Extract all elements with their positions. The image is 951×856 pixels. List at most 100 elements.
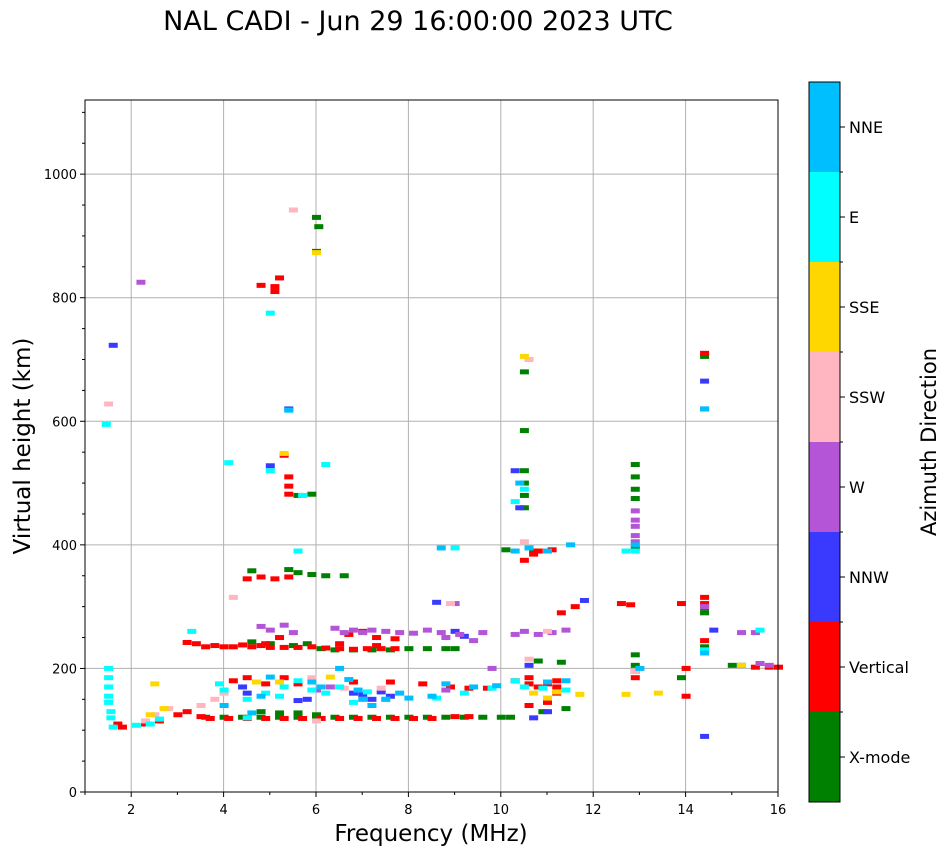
data-point xyxy=(270,576,280,582)
data-point xyxy=(653,690,663,696)
data-point xyxy=(358,630,368,636)
data-point xyxy=(529,715,539,721)
colorbar-segment xyxy=(809,172,840,262)
data-point xyxy=(441,681,451,687)
series-sse xyxy=(145,250,747,718)
data-point xyxy=(256,714,266,720)
data-point xyxy=(348,714,358,720)
data-point xyxy=(314,224,324,230)
data-point xyxy=(519,480,529,486)
y-tick-label: 800 xyxy=(52,292,77,307)
data-point xyxy=(256,623,266,629)
data-point xyxy=(293,714,303,720)
data-point xyxy=(247,710,257,716)
data-point xyxy=(376,646,386,652)
data-point xyxy=(275,275,285,281)
data-point xyxy=(635,665,645,671)
data-point xyxy=(561,687,571,693)
data-point xyxy=(298,715,308,721)
data-point xyxy=(630,542,640,548)
data-point xyxy=(242,675,252,681)
data-point xyxy=(265,310,275,316)
data-point xyxy=(261,641,271,647)
colorbar-label: X-mode xyxy=(849,748,910,767)
data-point xyxy=(251,679,261,685)
data-point xyxy=(307,491,317,497)
data-point xyxy=(409,715,419,721)
data-point xyxy=(547,547,557,553)
data-point xyxy=(501,547,511,553)
data-point xyxy=(519,628,529,634)
data-point xyxy=(487,665,497,671)
data-point xyxy=(293,678,303,684)
data-point xyxy=(750,630,760,636)
data-point xyxy=(450,646,460,652)
data-point xyxy=(228,594,238,600)
data-point xyxy=(538,685,548,691)
data-point xyxy=(445,684,455,690)
data-point xyxy=(335,665,345,671)
data-point xyxy=(630,539,640,545)
data-point xyxy=(570,604,580,610)
data-point xyxy=(404,695,414,701)
data-point xyxy=(385,679,395,685)
data-point xyxy=(404,646,414,652)
data-point xyxy=(524,675,534,681)
data-point xyxy=(298,492,308,498)
data-point xyxy=(524,357,534,362)
data-point xyxy=(519,539,529,545)
data-point xyxy=(478,630,488,636)
data-point xyxy=(316,715,326,721)
data-points xyxy=(101,207,783,739)
data-point xyxy=(307,675,317,681)
x-axis-ticks: 2 4 6 8 10 12 14 16 xyxy=(84,792,786,818)
data-point xyxy=(242,696,252,702)
data-point xyxy=(330,625,340,631)
data-point xyxy=(422,714,432,720)
data-point xyxy=(376,689,386,695)
data-point xyxy=(173,712,183,718)
data-point xyxy=(302,696,312,702)
data-point xyxy=(616,601,626,607)
data-point xyxy=(543,679,552,685)
colorbar-segment xyxy=(809,622,840,712)
series-nnw xyxy=(108,342,719,739)
data-point xyxy=(113,721,123,727)
data-point xyxy=(552,684,562,690)
data-point xyxy=(196,703,206,708)
x-tick-label: 14 xyxy=(677,803,694,818)
data-point xyxy=(101,421,111,427)
data-point xyxy=(288,643,298,649)
data-point xyxy=(543,695,552,701)
data-point xyxy=(293,710,303,716)
colorbar-label: W xyxy=(849,478,865,497)
data-point xyxy=(681,693,691,699)
data-point xyxy=(630,474,640,480)
data-point xyxy=(335,715,345,721)
data-point xyxy=(404,714,414,720)
data-point xyxy=(284,483,294,489)
series-x-mode xyxy=(201,214,747,720)
data-point xyxy=(441,635,451,641)
data-point xyxy=(436,545,446,551)
data-point xyxy=(219,703,229,708)
data-point xyxy=(196,714,206,720)
data-point xyxy=(524,662,534,668)
colorbar-segment xyxy=(809,82,840,172)
data-point xyxy=(395,630,405,636)
data-point xyxy=(533,658,543,664)
data-point xyxy=(108,724,118,730)
data-point xyxy=(700,647,710,653)
data-point xyxy=(362,689,372,695)
data-point xyxy=(325,674,335,680)
x-axis-label: Frequency (MHz) xyxy=(334,821,527,847)
data-point xyxy=(737,630,747,636)
colorbar-segment xyxy=(809,712,840,802)
data-point xyxy=(228,644,238,650)
data-point xyxy=(621,691,631,697)
data-point xyxy=(709,627,719,633)
data-point xyxy=(630,652,640,658)
data-point xyxy=(316,684,326,690)
data-point xyxy=(335,641,345,647)
data-point xyxy=(506,714,516,720)
